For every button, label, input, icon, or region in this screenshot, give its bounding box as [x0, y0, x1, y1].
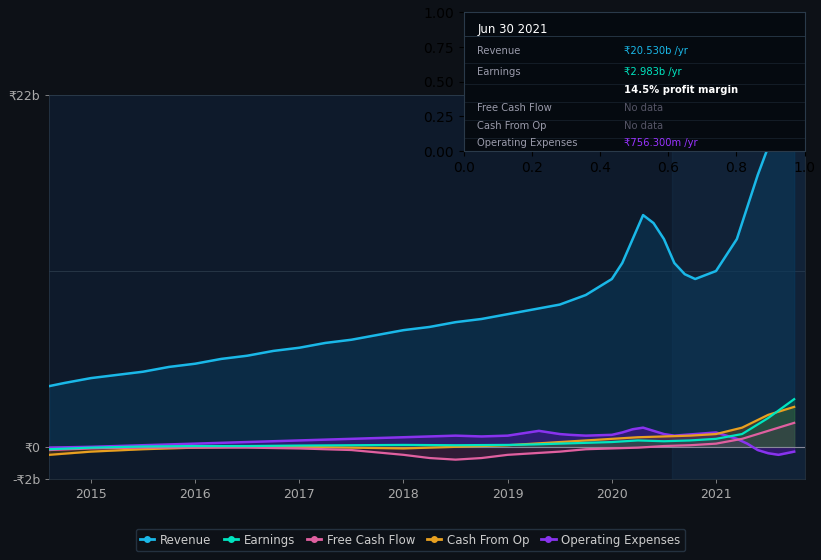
Text: Cash From Op: Cash From Op [478, 121, 547, 131]
Text: No data: No data [624, 121, 663, 131]
Text: Free Cash Flow: Free Cash Flow [478, 103, 553, 113]
Text: ₹756.300m /yr: ₹756.300m /yr [624, 138, 698, 148]
Text: ₹20.530b /yr: ₹20.530b /yr [624, 46, 688, 56]
Text: Jun 30 2021: Jun 30 2021 [478, 24, 548, 36]
Text: Revenue: Revenue [478, 46, 521, 56]
Text: 14.5% profit margin: 14.5% profit margin [624, 85, 738, 95]
Bar [672, 95, 805, 479]
Text: Operating Expenses: Operating Expenses [478, 138, 578, 148]
Legend: Revenue, Earnings, Free Cash Flow, Cash From Op, Operating Expenses: Revenue, Earnings, Free Cash Flow, Cash … [135, 529, 686, 551]
Text: Earnings: Earnings [478, 67, 521, 77]
Text: ₹2.983b /yr: ₹2.983b /yr [624, 67, 681, 77]
Text: No data: No data [624, 103, 663, 113]
